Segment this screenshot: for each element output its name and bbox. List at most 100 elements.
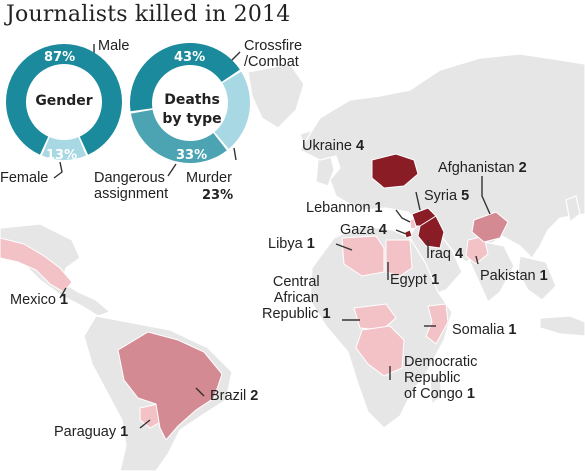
- country-count: 1: [306, 236, 315, 252]
- deaths-center-label: Deaths by type: [152, 91, 232, 129]
- leader-female: [53, 161, 63, 179]
- legend-label-male: Male: [98, 38, 130, 54]
- country-name-line: Central: [272, 274, 320, 290]
- country-label-lebannon: Lebannon 1: [306, 200, 383, 216]
- country-name: Somalia: [452, 322, 505, 338]
- gaza-country: [404, 229, 413, 239]
- gender-donut-chart: [5, 43, 123, 160]
- country-label-mexico: Mexico 1: [10, 292, 68, 308]
- country-label-iraq: Iraq 4: [426, 246, 463, 262]
- leader-mexico: [59, 287, 67, 299]
- egypt-country: [385, 239, 413, 277]
- donut-label-female-percent: 13%: [46, 148, 78, 163]
- leader-afghanistan: [481, 176, 491, 215]
- brazil-country: [117, 331, 223, 441]
- country-name: Lebannon: [306, 200, 371, 216]
- country-count: 1: [374, 200, 383, 216]
- car-country: [353, 303, 397, 331]
- madagascar-landmass: [429, 375, 443, 406]
- legend-label-dangerous-line2: assignment: [94, 186, 169, 202]
- donut-label-dangerous-percent: 33%: [176, 148, 208, 163]
- country-name: Paraguay: [54, 424, 117, 440]
- legend-label-crossfire-line1: Crossfire: [244, 38, 303, 54]
- country-count: 1: [431, 272, 440, 288]
- greenland-landmass: [247, 63, 305, 129]
- leader-lebannon: [395, 209, 411, 223]
- country-count: 2: [250, 388, 259, 404]
- country-count: 1: [466, 386, 475, 402]
- donut-segment-female: [42, 137, 86, 160]
- country-label-ukraine: Ukraine 4: [302, 138, 364, 154]
- country-name: Brazil: [210, 388, 247, 404]
- donut-label-murder-percent: 23%: [202, 188, 234, 203]
- country-name: Ukraine: [302, 138, 352, 154]
- donut-segment-crossfire: [130, 42, 240, 112]
- southeast-asia-landmass: [517, 255, 557, 301]
- legend-label-murder: Murder: [186, 170, 232, 186]
- ukraine-country: [371, 153, 419, 189]
- legend-label-dangerous-line1: Dangerous: [94, 170, 165, 186]
- donut-label-crossfire-percent: 43%: [174, 50, 206, 65]
- country-count: 4: [378, 222, 387, 238]
- leader-syria: [415, 191, 421, 211]
- country-name: Mexico: [10, 292, 56, 308]
- country-name-line: of Congo: [404, 386, 463, 402]
- libya-country: [341, 235, 385, 277]
- legend-label-dangerous: Dangerous assignment: [94, 170, 168, 202]
- deaths-center-line1: Deaths: [164, 92, 220, 108]
- country-name: Afghanistan: [438, 160, 515, 176]
- leader-gaza: [395, 229, 407, 235]
- gender-center-label: Gender: [35, 93, 93, 109]
- country-count: 1: [322, 306, 331, 322]
- country-label-somalia: Somalia 1: [452, 322, 517, 338]
- afghanistan-country: [471, 211, 509, 243]
- leader-paraguay: [139, 419, 151, 429]
- deaths-donut-chart: [130, 42, 250, 163]
- legend-label-crossfire-line2: /Combat: [244, 54, 299, 70]
- country-name: Iraq: [426, 246, 451, 262]
- leader-murder: [233, 147, 237, 161]
- country-label-car: Central African Republic 1: [262, 274, 331, 322]
- country-label-drc: Democratic Republic of Congo 1: [404, 354, 477, 402]
- donut-label-male-percent: 87%: [44, 50, 76, 65]
- drc-country: [355, 325, 405, 377]
- country-name: Pakistan: [480, 268, 536, 284]
- indonesia-landmass: [539, 315, 585, 337]
- leader-pakistan: [475, 255, 479, 265]
- page-title: Journalists killed in 2014: [6, 2, 291, 27]
- donut-segment-murder: [214, 71, 250, 149]
- somalia-country: [425, 303, 449, 345]
- iraq-country: [417, 215, 445, 249]
- country-count: 5: [461, 188, 470, 204]
- country-name-line: African: [273, 290, 319, 306]
- country-name-line: Democratic: [404, 354, 478, 370]
- country-label-afghanistan: Afghanistan 2: [438, 160, 527, 176]
- country-name-line: Republic: [262, 306, 319, 322]
- country-label-syria: Syria 5: [424, 188, 469, 204]
- japan-landmass: [565, 195, 581, 224]
- country-label-paraguay: Paraguay 1: [54, 424, 128, 440]
- legend-label-female: Female: [0, 170, 49, 186]
- country-label-gaza: Gaza 4: [340, 222, 387, 238]
- country-count: 1: [539, 268, 548, 284]
- legend-label-crossfire: Crossfire /Combat: [244, 38, 302, 70]
- leader-libya: [335, 243, 353, 251]
- country-label-brazil: Brazil 2: [210, 388, 258, 404]
- country-label-libya: Libya 1: [268, 236, 315, 252]
- country-label-pakistan: Pakistan 1: [480, 268, 548, 284]
- country-count: 4: [356, 138, 365, 154]
- eurasia-landmass: [299, 53, 585, 263]
- country-label-egypt: Egypt 1: [390, 272, 439, 288]
- country-name: Gaza: [340, 222, 375, 238]
- country-count: 1: [508, 322, 517, 338]
- country-count: 1: [120, 424, 129, 440]
- country-name: Egypt: [390, 272, 428, 288]
- donut-segment-dangerous: [130, 109, 227, 163]
- donut-segment-male: [5, 43, 123, 155]
- country-count: 2: [518, 160, 527, 176]
- country-count: 1: [59, 292, 69, 308]
- leader-brazil: [195, 387, 205, 397]
- country-count: 4: [455, 246, 464, 262]
